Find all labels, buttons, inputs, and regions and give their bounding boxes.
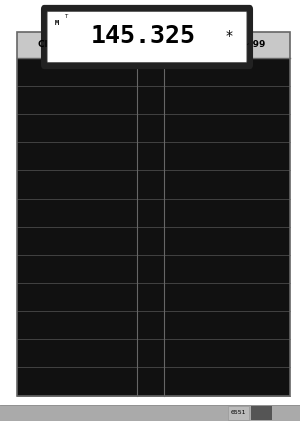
Text: 145.325: 145.325 (91, 24, 196, 48)
Text: Channel 0 ~ 99: Channel 0 ~ 99 (188, 40, 266, 49)
Text: 6551: 6551 (231, 410, 246, 415)
Bar (228, 406, 249, 420)
Bar (16, 32, 290, 396)
Bar (16, 32, 290, 58)
Bar (0, 405, 300, 421)
Text: *: * (226, 29, 233, 43)
Text: T: T (64, 14, 68, 19)
Text: Channel 0 ~ 99: Channel 0 ~ 99 (38, 40, 115, 49)
FancyBboxPatch shape (47, 11, 247, 63)
Bar (250, 406, 272, 420)
Bar (16, 32, 290, 396)
Text: M: M (55, 20, 59, 26)
Text: →: → (145, 38, 155, 51)
FancyBboxPatch shape (42, 6, 252, 68)
